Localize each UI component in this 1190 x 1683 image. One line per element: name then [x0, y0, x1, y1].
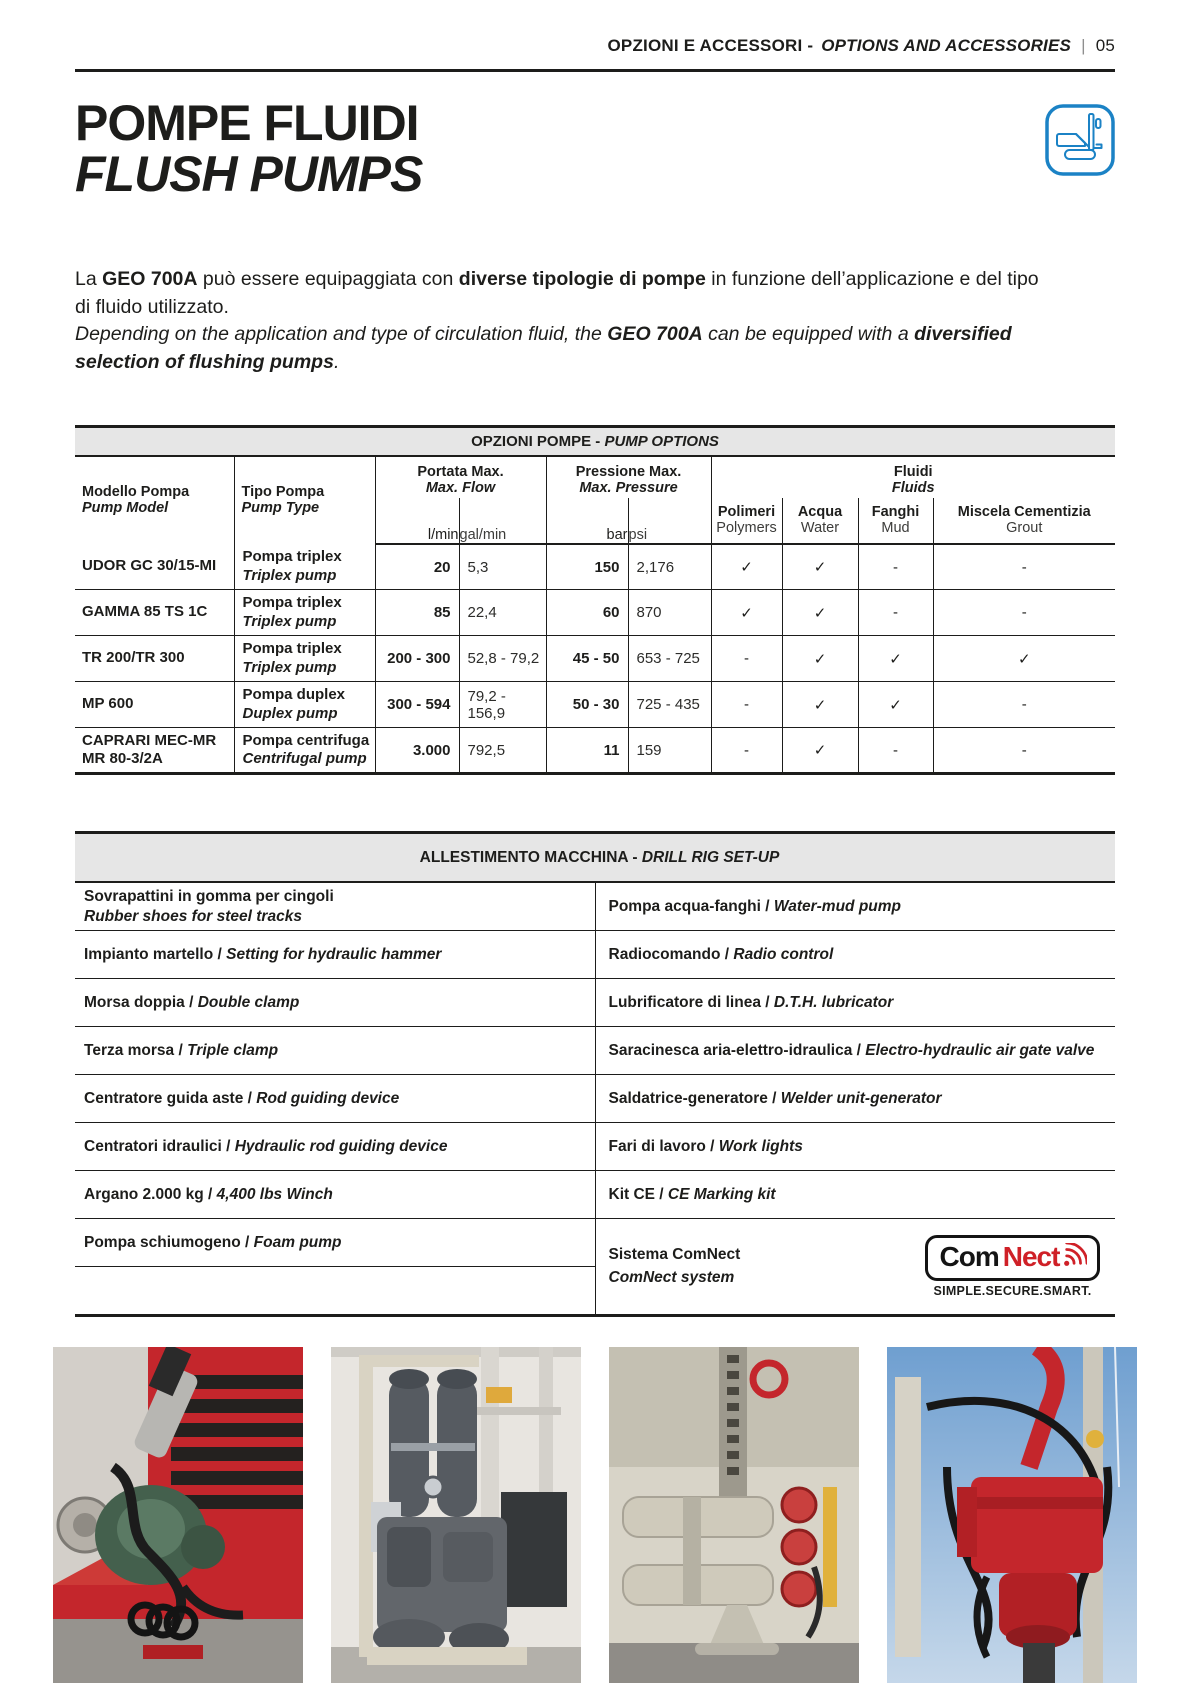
setup-row: Argano 2.000 kg / 4,400 lbs Winch Kit CE…: [75, 1170, 1115, 1219]
setup-row: Sovrapattini in gomma per cingoli Rubber …: [75, 882, 1115, 931]
setup-row: Pompa schiumogeno / Foam pump Sistema Co…: [75, 1218, 1115, 1316]
intro-paragraph-en: Depending on the application and type of…: [75, 323, 1012, 374]
col-header-grout: Miscela Cementizia Grout: [933, 497, 1116, 545]
setup-table-title: ALLESTIMENTO MACCHINA - DRILL RIG SET-UP: [75, 831, 1115, 884]
radio-signal-icon: [1063, 1241, 1089, 1272]
header-section-it: OPZIONI E ACCESSORI -: [607, 36, 814, 55]
col-header-water: Acqua Water: [782, 497, 859, 545]
photo-water-mud-pump-on-rig: [53, 1347, 303, 1683]
intro-paragraphs: La GEO 700A può essere equipaggiata con …: [75, 266, 1115, 377]
pump-table-row: UDOR GC 30/15-MI Pompa triplex Triplex pu…: [75, 543, 1115, 590]
page-title-it: POMPE FLUIDI: [75, 95, 420, 151]
drill-rig-icon: [1045, 104, 1115, 176]
setup-row: Morsa doppia / Double clamp Lubrificator…: [75, 978, 1115, 1027]
pump-table-row: CAPRARI MEC-MR MR 80-3/2A Pompa centrifug…: [75, 727, 1116, 774]
photo-duplex-pump-workshop: [331, 1347, 581, 1683]
photo-rig-clamps-red-caps: [609, 1347, 859, 1683]
comnect-tagline: SIMPLE.SECURE.SMART.: [933, 1284, 1092, 1299]
pump-table-row: MP 600 Pompa duplex Duplex pump 300 - 594…: [75, 681, 1116, 728]
photo-rotary-head-sky: [887, 1347, 1137, 1683]
unit-bar: bar: [546, 497, 629, 545]
setup-row-empty: [75, 1266, 1115, 1316]
page-title: POMPE FLUIDI FLUSH PUMPS: [75, 98, 1115, 200]
pump-table-title: OPZIONI POMPE - PUMP OPTIONS: [75, 424, 1116, 457]
header-rule: [75, 69, 1115, 72]
comnect-logo: Com Nect: [920, 1235, 1105, 1298]
pump-options-table: OPZIONI POMPE - PUMP OPTIONS Modello Pom…: [75, 424, 1116, 776]
page-number: 05: [1095, 36, 1115, 55]
col-header-type: Tipo Pompa Pump Type: [234, 455, 376, 544]
col-header-model: Modello Pompa Pump Model: [75, 455, 235, 544]
comnect-label: Sistema ComNect ComNect system: [608, 1246, 741, 1286]
page-header: OPZIONI E ACCESSORI - OPTIONS AND ACCESS…: [75, 0, 1115, 56]
col-header-polymers: Polimeri Polymers: [711, 497, 783, 545]
col-header-max-flow: Portata Max. Max. Flow: [375, 455, 547, 498]
col-header-mud: Fanghi Mud: [858, 497, 934, 545]
setup-row: Centratori idraulici / Hydraulic rod gui…: [75, 1122, 1115, 1171]
unit-galmin: gal/min: [459, 497, 547, 545]
setup-row: Impianto martello / Setting for hydrauli…: [75, 930, 1115, 979]
intro-paragraph-it: La GEO 700A può essere equipaggiata con …: [75, 268, 1039, 318]
setup-row: Centratore guida aste / Rod guiding devi…: [75, 1074, 1115, 1123]
photo-strip: [53, 1347, 1137, 1683]
col-header-fluids: Fluidi Fluids: [891, 463, 935, 496]
unit-psi: psi: [628, 497, 712, 545]
unit-lmin: l/min: [375, 497, 460, 545]
setup-row: Terza morsa / Triple clamp Saracinesca a…: [75, 1026, 1115, 1075]
drill-rig-setup-table: ALLESTIMENTO MACCHINA - DRILL RIG SET-UP…: [75, 831, 1115, 1318]
pump-table-row: GAMMA 85 TS 1C Pompa triplex Triplex pump…: [75, 589, 1116, 636]
title-block: POMPE FLUIDI FLUSH PUMPS: [75, 98, 1115, 216]
comnect-cell: Sistema ComNect ComNect system Com Nect: [595, 1218, 1115, 1316]
page-title-en: FLUSH PUMPS: [75, 146, 423, 202]
header-section-en: OPTIONS AND ACCESSORIES: [821, 36, 1072, 55]
pump-table-row: TR 200/TR 300 Pompa triplex Triplex pump …: [75, 635, 1116, 682]
header-separator: |: [1081, 36, 1086, 55]
col-header-max-pressure: Pressione Max. Max. Pressure: [546, 455, 712, 498]
